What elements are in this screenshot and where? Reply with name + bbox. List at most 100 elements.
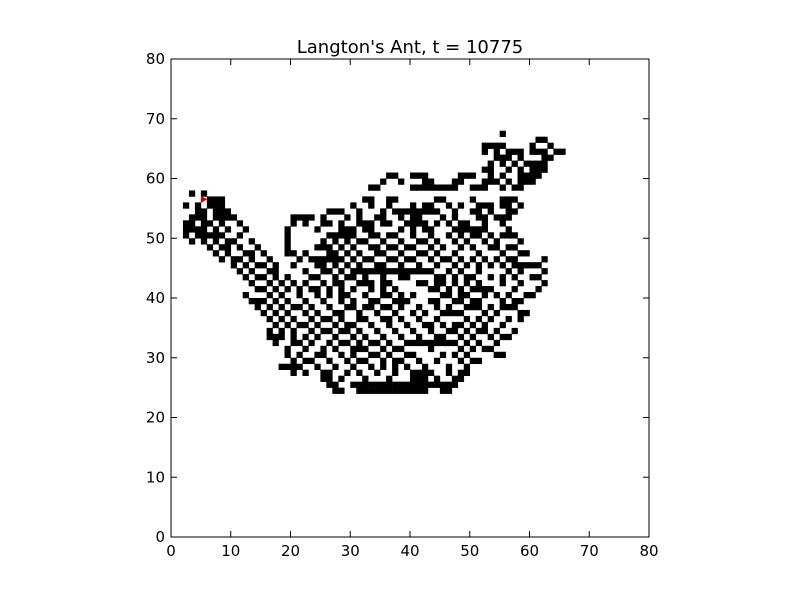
cell bbox=[368, 280, 375, 287]
cell bbox=[445, 202, 453, 209]
cell bbox=[296, 256, 303, 263]
cell bbox=[356, 280, 363, 287]
cell bbox=[427, 208, 435, 215]
cell bbox=[481, 214, 488, 221]
cell bbox=[374, 339, 381, 347]
cell bbox=[511, 148, 518, 155]
cell bbox=[475, 232, 482, 239]
cell bbox=[332, 387, 339, 394]
cell bbox=[398, 214, 405, 221]
cell bbox=[487, 244, 494, 251]
cell bbox=[475, 339, 482, 347]
cell bbox=[404, 351, 411, 359]
cell bbox=[362, 256, 369, 263]
cell bbox=[308, 214, 315, 221]
cell bbox=[427, 268, 435, 275]
cell bbox=[511, 327, 518, 335]
cell bbox=[218, 196, 226, 203]
cell bbox=[451, 298, 459, 305]
x-tick-label: 70 bbox=[580, 542, 599, 560]
cell bbox=[427, 244, 435, 251]
cell bbox=[457, 172, 465, 179]
cell bbox=[314, 274, 321, 281]
cell bbox=[182, 232, 190, 239]
cell bbox=[374, 244, 381, 251]
cell bbox=[451, 351, 459, 359]
cell bbox=[206, 202, 214, 209]
cell bbox=[535, 148, 542, 155]
cell bbox=[380, 381, 387, 388]
cell bbox=[308, 315, 315, 323]
cell bbox=[278, 333, 285, 341]
cell bbox=[410, 339, 417, 347]
cell bbox=[314, 262, 321, 269]
cell bbox=[439, 321, 447, 329]
cell bbox=[427, 369, 435, 376]
cell bbox=[386, 315, 393, 323]
cell bbox=[457, 321, 465, 329]
cell bbox=[439, 381, 447, 388]
cell bbox=[314, 256, 321, 263]
cell bbox=[368, 363, 375, 370]
cell bbox=[505, 166, 512, 173]
cell bbox=[404, 220, 411, 227]
cell bbox=[368, 256, 375, 263]
cell bbox=[451, 375, 459, 382]
cell bbox=[380, 286, 387, 293]
cell bbox=[290, 369, 297, 376]
cell bbox=[410, 256, 417, 263]
cell bbox=[368, 220, 375, 227]
cell bbox=[296, 339, 303, 347]
cell bbox=[302, 268, 309, 275]
cell bbox=[451, 208, 459, 215]
cell bbox=[535, 136, 542, 143]
cell bbox=[332, 363, 339, 370]
cell bbox=[427, 286, 435, 293]
cell bbox=[218, 202, 226, 209]
cell bbox=[535, 166, 542, 173]
cell bbox=[445, 303, 453, 311]
cell bbox=[523, 160, 530, 167]
cell bbox=[433, 333, 441, 341]
cell bbox=[242, 250, 249, 257]
cell bbox=[392, 327, 399, 335]
cell bbox=[493, 178, 500, 185]
cell bbox=[284, 244, 291, 251]
cell bbox=[415, 220, 423, 227]
cell bbox=[182, 220, 190, 227]
cell bbox=[433, 375, 441, 382]
cell bbox=[541, 256, 548, 263]
cell bbox=[481, 220, 488, 227]
cell bbox=[421, 309, 429, 317]
cell bbox=[236, 256, 243, 263]
cell bbox=[469, 232, 477, 239]
cell bbox=[398, 315, 405, 323]
cell bbox=[499, 351, 506, 359]
cell bbox=[350, 286, 357, 293]
cell bbox=[475, 280, 482, 287]
cell bbox=[344, 274, 351, 281]
cell bbox=[344, 303, 351, 311]
cell bbox=[290, 339, 297, 347]
ant-marker bbox=[200, 195, 208, 203]
cell bbox=[302, 333, 309, 341]
cell bbox=[272, 298, 279, 305]
cell bbox=[284, 226, 291, 233]
cell bbox=[344, 214, 351, 221]
cell bbox=[314, 226, 321, 233]
cell bbox=[410, 375, 417, 382]
cell bbox=[493, 309, 500, 317]
cell bbox=[356, 315, 363, 323]
cell bbox=[415, 375, 423, 382]
cell bbox=[326, 303, 333, 311]
cell bbox=[338, 298, 345, 305]
cell bbox=[481, 184, 488, 191]
cell bbox=[338, 268, 345, 275]
cell bbox=[410, 387, 417, 394]
cell bbox=[374, 184, 381, 191]
cell bbox=[344, 369, 351, 376]
cell bbox=[481, 142, 488, 149]
cell bbox=[392, 357, 399, 365]
cell bbox=[296, 292, 303, 299]
cell bbox=[302, 214, 309, 221]
